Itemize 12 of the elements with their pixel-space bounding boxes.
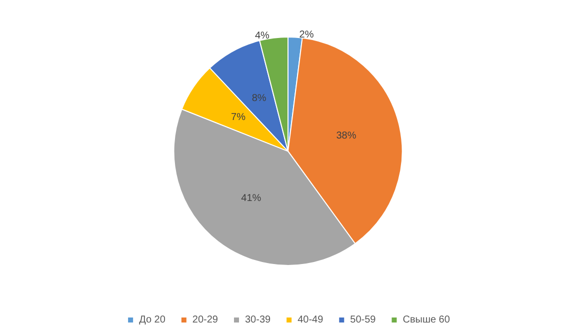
legend-label: 50-59 <box>350 314 376 326</box>
legend-label: 30-39 <box>244 314 272 326</box>
data-label: 41% <box>241 193 262 204</box>
data-label: 38% <box>336 130 356 142</box>
data-label: 8% <box>252 93 266 104</box>
legend-label: Свыше 60 <box>402 314 450 326</box>
data-label: 2% <box>299 30 314 41</box>
legend-label: 20-29 <box>192 314 218 326</box>
data-label: 7% <box>231 112 246 123</box>
legend-label: До 20 <box>139 314 166 326</box>
data-label: 4% <box>254 30 270 42</box>
legend-label: 40-49 <box>298 314 324 326</box>
